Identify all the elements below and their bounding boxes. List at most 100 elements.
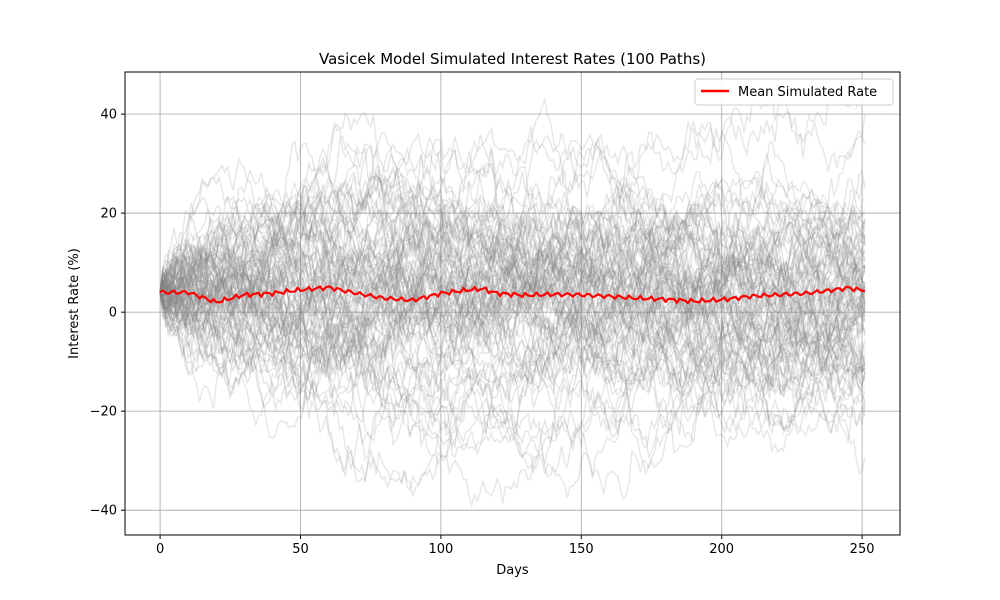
simulated-path-3 [159, 249, 866, 394]
simulated-path-96 [159, 111, 866, 418]
simulated-path-31 [159, 125, 866, 384]
simulated-path-6 [159, 136, 866, 311]
simulated-path-83 [159, 240, 866, 399]
simulated-path-74 [159, 230, 866, 413]
simulated-path-98 [159, 191, 866, 347]
simulated-path-41 [159, 153, 866, 315]
simulated-paths [159, 92, 866, 509]
axis-ticks: 0 50 100 150 200 250 −40 −20 0 20 40 [90, 108, 875, 557]
simulated-path-88 [159, 218, 866, 409]
simulated-path-12 [159, 200, 866, 457]
simulated-path-99 [159, 264, 866, 476]
simulated-path-61 [159, 219, 866, 348]
simulated-path-50 [159, 235, 866, 336]
x-tick-label-1: 50 [292, 542, 309, 557]
legend: Mean Simulated Rate [694, 78, 894, 106]
simulated-path-64 [159, 217, 866, 497]
simulated-path-78 [159, 216, 866, 430]
simulated-path-39 [159, 220, 866, 450]
simulated-path-27 [159, 218, 866, 365]
simulated-path-16 [159, 200, 866, 435]
simulated-path-89 [159, 175, 866, 363]
simulated-path-86 [159, 214, 866, 378]
simulated-path-58 [159, 131, 866, 371]
simulated-path-92 [159, 175, 866, 401]
simulated-path-20 [159, 230, 866, 403]
simulated-path-11 [159, 156, 866, 318]
simulated-path-34 [159, 120, 866, 304]
simulated-path-48 [159, 229, 866, 392]
simulated-path-5 [159, 173, 866, 431]
simulated-path-9 [159, 261, 866, 376]
simulated-path-51 [159, 186, 866, 373]
y-tick-label-1: −20 [90, 405, 117, 420]
simulated-path-14 [159, 233, 866, 395]
x-tick-label-0: 0 [156, 542, 164, 557]
legend-box [694, 78, 894, 106]
simulated-path-53 [159, 242, 866, 443]
simulated-path-25 [159, 194, 866, 397]
mean-simulated-rate-line [159, 285, 865, 305]
simulated-path-47 [159, 162, 866, 352]
simulated-path-87 [159, 147, 866, 322]
simulated-path-13 [159, 170, 866, 399]
simulated-path-71 [159, 201, 866, 341]
simulated-path-44 [159, 229, 866, 475]
simulated-path-49 [159, 237, 866, 400]
simulated-path-85 [159, 92, 866, 404]
simulated-path-38 [159, 229, 866, 386]
simulated-path-36 [159, 220, 866, 379]
simulated-path-37 [159, 222, 866, 343]
simulated-path-91 [159, 191, 866, 422]
x-tick-label-4: 200 [709, 542, 734, 557]
simulated-path-63 [159, 183, 866, 321]
simulated-path-4 [159, 205, 866, 426]
simulated-path-8 [159, 215, 866, 424]
simulated-path-70 [159, 276, 866, 428]
x-tick-label-2: 100 [428, 542, 453, 557]
simulated-path-29 [159, 244, 866, 445]
simulated-path-19 [159, 177, 866, 425]
y-tick-label-4: 40 [100, 108, 117, 123]
y-tick-label-0: −40 [90, 504, 117, 519]
simulated-path-2 [159, 132, 866, 332]
simulated-path-1 [159, 168, 866, 366]
simulated-path-84 [159, 283, 866, 459]
simulated-path-77 [159, 209, 866, 377]
simulated-path-97 [159, 196, 865, 498]
simulated-path-52 [159, 241, 866, 406]
mean-series-layer [159, 285, 865, 305]
simulated-path-73 [159, 97, 866, 319]
simulated-path-62 [159, 194, 866, 406]
simulated-path-17 [159, 171, 866, 384]
simulated-path-45 [159, 200, 866, 461]
simulated-path-24 [159, 274, 866, 386]
plot-frame [124, 71, 901, 536]
simulated-path-75 [159, 193, 866, 381]
simulated-path-46 [159, 134, 866, 342]
simulated-path-30 [159, 177, 866, 470]
x-tick-label-5: 250 [850, 542, 875, 557]
simulated-path-26 [159, 170, 866, 314]
simulated-path-28 [159, 135, 866, 445]
simulated-path-67 [159, 175, 866, 390]
simulated-path-32 [160, 147, 866, 454]
simulated-path-66 [159, 183, 866, 387]
simulated-path-59 [159, 283, 866, 448]
simulated-path-15 [159, 223, 866, 356]
simulated-path-76 [159, 254, 866, 398]
simulated-path-42 [159, 177, 866, 352]
simulated-path-72 [159, 187, 866, 383]
simulated-path-93 [159, 205, 866, 378]
simulated-path-22 [159, 292, 866, 509]
legend-label-mean: Mean Simulated Rate [738, 85, 877, 100]
simulated-path-18 [159, 199, 866, 376]
y-tick-label-3: 20 [100, 207, 117, 222]
simulated-path-40 [159, 246, 866, 428]
simulated-path-79 [159, 213, 866, 458]
simulated-path-68 [159, 175, 866, 324]
x-tick-label-3: 150 [569, 542, 594, 557]
chart-title: Vasicek Model Simulated Interest Rates (… [319, 50, 706, 68]
simulated-path-33 [159, 144, 866, 406]
